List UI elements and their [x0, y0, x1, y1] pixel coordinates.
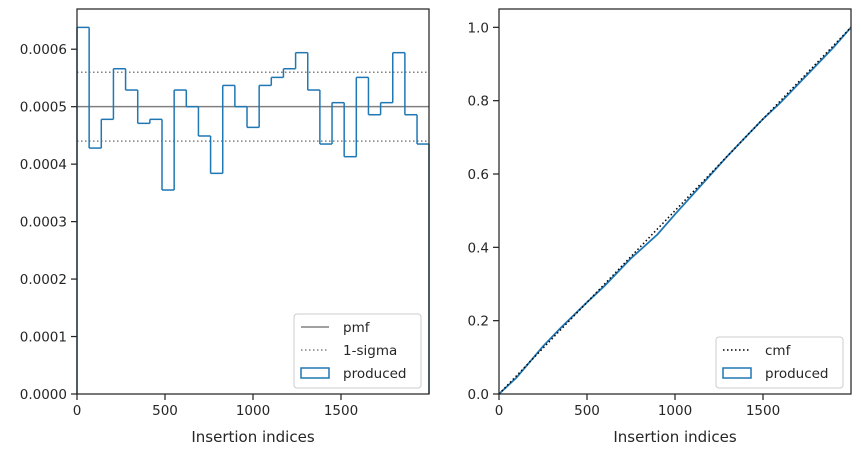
pmf-y-tick-label: 0.0006: [20, 42, 67, 58]
cmf-y-ticks: 0.0 0.2 0.4 0.6 0.8 1.0: [468, 20, 499, 403]
cmf-panel: 0.0 0.2 0.4 0.6 0.8 1.0 0 500 1000 1500 Insertio…: [468, 8, 852, 446]
pmf-legend-frame: [293, 313, 422, 389]
pmf-y-tick-label: 0.0002: [20, 272, 67, 288]
pmf-legend-label-pmf: pmf: [343, 320, 371, 336]
pmf-y-ticks: 0.0000 0.0001 0.0002 0.0003 0.0004 0.0005 0.00…: [20, 42, 77, 403]
produced-line: [498, 26, 852, 395]
pmf-x-ticks: 0 500 1000 1500: [73, 394, 358, 419]
cmf-x-tick-label: 1000: [658, 403, 692, 419]
pmf-panel: 0.0000 0.0001 0.0002 0.0003 0.0004 0.0005 0.00…: [20, 8, 430, 446]
cmf-legend-swatch-produced: [722, 367, 752, 379]
pmf-x-tick-label: 1000: [236, 403, 270, 419]
cmf-y-tick-label: 0.6: [468, 167, 489, 183]
pmf-y-tick-label: 0.0001: [20, 330, 67, 346]
cmf-legend-label-produced: produced: [765, 366, 829, 382]
cmf-x-tick-label: 500: [574, 403, 600, 419]
pmf-legend-label-produced: produced: [343, 366, 407, 382]
pmf-y-tick-label: 0.0004: [20, 157, 67, 173]
cmf-marks: [498, 26, 852, 395]
pmf-axes-frame: [76, 8, 430, 395]
cmf-y-tick-label: 0.8: [468, 94, 489, 110]
pmf-y-tick-label: 0.0005: [20, 100, 67, 116]
cmf-line: [498, 26, 852, 395]
cmf-x-tick-label: 0: [495, 403, 504, 419]
pmf-x-tick-label: 1500: [324, 403, 358, 419]
cmf-legend-label-cmf: cmf: [765, 343, 792, 359]
pmf-legend-swatch-produced: [300, 367, 330, 379]
pmf-y-tick-label: 0.0003: [20, 215, 67, 231]
cmf-axes-frame: [498, 8, 852, 395]
pmf-y-tick-label: 0.0000: [20, 387, 67, 403]
cmf-x-ticks: 0 500 1000 1500: [495, 394, 780, 419]
pmf-x-tick-label: 0: [73, 403, 82, 419]
pmf-legend: pmf 1-sigma produced: [293, 313, 422, 389]
cmf-x-axis-label: Insertion indices: [613, 428, 736, 446]
cmf-x-tick-label: 1500: [746, 403, 780, 419]
cmf-legend: cmf produced: [715, 336, 844, 389]
pmf-legend-label-1-sigma: 1-sigma: [343, 343, 397, 359]
cmf-y-tick-label: 0.4: [468, 240, 489, 256]
cmf-y-tick-label: 1.0: [468, 20, 489, 36]
pmf-x-axis-label: Insertion indices: [191, 428, 314, 446]
cmf-y-tick-label: 0.0: [468, 387, 489, 403]
cmf-y-tick-label: 0.2: [468, 314, 489, 330]
pmf-x-tick-label: 500: [152, 403, 178, 419]
